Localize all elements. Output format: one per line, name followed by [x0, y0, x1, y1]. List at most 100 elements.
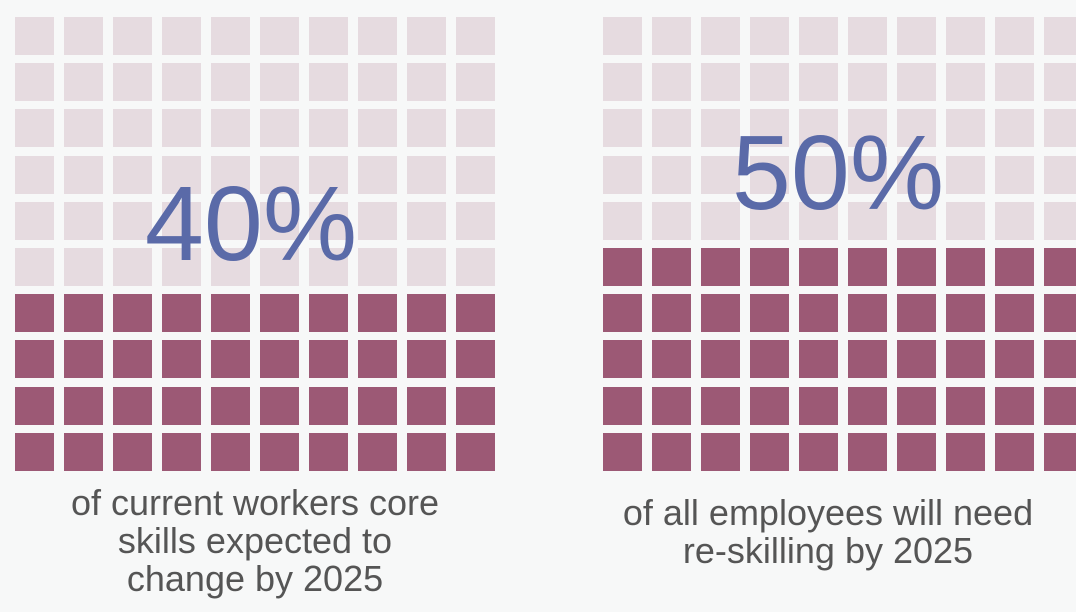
waffle-cell-empty	[995, 201, 1034, 240]
caption-line: of current workers core	[70, 482, 440, 523]
waffle-cell-empty	[603, 109, 642, 148]
waffle-cell-filled	[260, 432, 299, 471]
waffle-cell-filled	[799, 294, 838, 333]
waffle-cell-empty	[211, 109, 250, 148]
waffle-cell-filled	[309, 340, 348, 379]
waffle-cell-empty	[848, 109, 887, 148]
waffle-cell-filled	[1044, 248, 1076, 286]
waffle-cell-filled	[15, 294, 54, 333]
waffle-cell-filled	[995, 386, 1034, 425]
waffle-cell-filled	[456, 432, 495, 471]
waffle-cell-empty	[799, 109, 838, 148]
waffle-cell-filled	[162, 386, 201, 425]
waffle-cell-empty	[260, 63, 299, 102]
waffle-cell-filled	[211, 340, 250, 379]
waffle-cell-filled	[897, 248, 936, 286]
waffle-cell-empty	[1044, 201, 1076, 240]
waffle-cell-filled	[162, 340, 201, 379]
waffle-cell-filled	[64, 294, 103, 333]
waffle-cell-empty	[15, 17, 54, 55]
waffle-cell-empty	[897, 155, 936, 194]
waffle-cell-filled	[1044, 340, 1076, 379]
waffle-cell-empty	[897, 63, 936, 102]
waffle-cell-empty	[15, 155, 54, 194]
caption-line: skills expected to	[117, 520, 393, 561]
waffle-cell-filled	[358, 340, 397, 379]
waffle-cell-empty	[358, 155, 397, 194]
waffle-cell-empty	[309, 17, 348, 55]
waffle-cell-empty	[358, 109, 397, 148]
waffle-cell-filled	[946, 432, 985, 471]
waffle-cell-empty	[211, 201, 250, 240]
waffle-cell-empty	[848, 17, 887, 55]
waffle-cell-empty	[995, 155, 1034, 194]
waffle-cell-empty	[799, 155, 838, 194]
waffle-cell-empty	[456, 201, 495, 240]
waffle-cell-empty	[64, 109, 103, 148]
waffle-cell-filled	[652, 432, 691, 471]
waffle-cell-empty	[64, 248, 103, 286]
waffle-cell-empty	[64, 63, 103, 102]
waffle-cell-empty	[799, 63, 838, 102]
waffle-cell-filled	[897, 432, 936, 471]
waffle-cell-empty	[750, 155, 789, 194]
waffle-cell-empty	[309, 155, 348, 194]
waffle-cell-filled	[260, 340, 299, 379]
waffle-cell-filled	[64, 340, 103, 379]
waffle-cell-empty	[260, 248, 299, 286]
waffle-cell-empty	[260, 17, 299, 55]
waffle-cell-empty	[897, 109, 936, 148]
waffle-cell-filled	[358, 386, 397, 425]
waffle-cell-empty	[456, 248, 495, 286]
waffle-cell-empty	[309, 201, 348, 240]
waffle-cell-filled	[260, 386, 299, 425]
waffle-cell-empty	[407, 248, 446, 286]
waffle-cell-empty	[162, 248, 201, 286]
waffle-cell-empty	[407, 201, 446, 240]
waffle-cell-empty	[1044, 17, 1076, 55]
waffle-cell-filled	[1044, 386, 1076, 425]
waffle-cell-filled	[897, 340, 936, 379]
waffle-cell-empty	[1044, 155, 1076, 194]
waffle-cell-empty	[113, 155, 152, 194]
waffle-cell-filled	[946, 248, 985, 286]
waffle-cell-empty	[211, 155, 250, 194]
waffle-grid	[603, 17, 1076, 471]
waffle-cell-filled	[946, 386, 985, 425]
waffle-cell-filled	[456, 386, 495, 425]
waffle-cell-empty	[260, 109, 299, 148]
waffle-cell-filled	[603, 432, 642, 471]
waffle-cell-filled	[897, 386, 936, 425]
waffle-cell-empty	[260, 155, 299, 194]
waffle-cell-filled	[799, 340, 838, 379]
waffle-cell-empty	[652, 17, 691, 55]
waffle-cell-filled	[750, 432, 789, 471]
waffle-cell-empty	[701, 155, 740, 194]
waffle-cell-empty	[15, 63, 54, 102]
waffle-cell-filled	[603, 248, 642, 286]
waffle-cell-filled	[162, 294, 201, 333]
waffle-cell-empty	[1044, 109, 1076, 148]
waffle-grid	[15, 17, 495, 471]
waffle-cell-empty	[260, 201, 299, 240]
waffle-cell-filled	[260, 294, 299, 333]
waffle-cell-filled	[15, 340, 54, 379]
waffle-cell-filled	[407, 340, 446, 379]
waffle-cell-filled	[309, 432, 348, 471]
waffle-cell-empty	[652, 201, 691, 240]
waffle-cell-filled	[946, 294, 985, 333]
waffle-cell-filled	[309, 294, 348, 333]
waffle-cell-empty	[652, 109, 691, 148]
waffle-cell-empty	[407, 17, 446, 55]
waffle-cell-filled	[995, 340, 1034, 379]
waffle-cell-empty	[848, 155, 887, 194]
waffle-cell-empty	[701, 201, 740, 240]
waffle-cell-empty	[15, 109, 54, 148]
waffle-cell-filled	[407, 294, 446, 333]
waffle-cell-filled	[211, 386, 250, 425]
waffle-cell-empty	[946, 201, 985, 240]
waffle-cell-filled	[113, 340, 152, 379]
waffle-cell-filled	[701, 386, 740, 425]
waffle-cell-empty	[456, 155, 495, 194]
waffle-cell-empty	[113, 109, 152, 148]
